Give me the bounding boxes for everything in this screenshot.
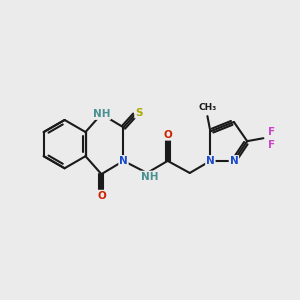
Text: N: N [206,156,215,166]
Text: O: O [97,191,106,201]
Text: S: S [135,108,142,118]
Text: O: O [163,130,172,140]
Text: F: F [268,140,275,150]
Text: F: F [268,127,275,137]
Text: NH: NH [93,109,110,119]
Text: NH: NH [141,172,158,182]
Text: N: N [119,156,128,166]
Text: CH₃: CH₃ [198,103,217,112]
Text: N: N [230,156,238,166]
